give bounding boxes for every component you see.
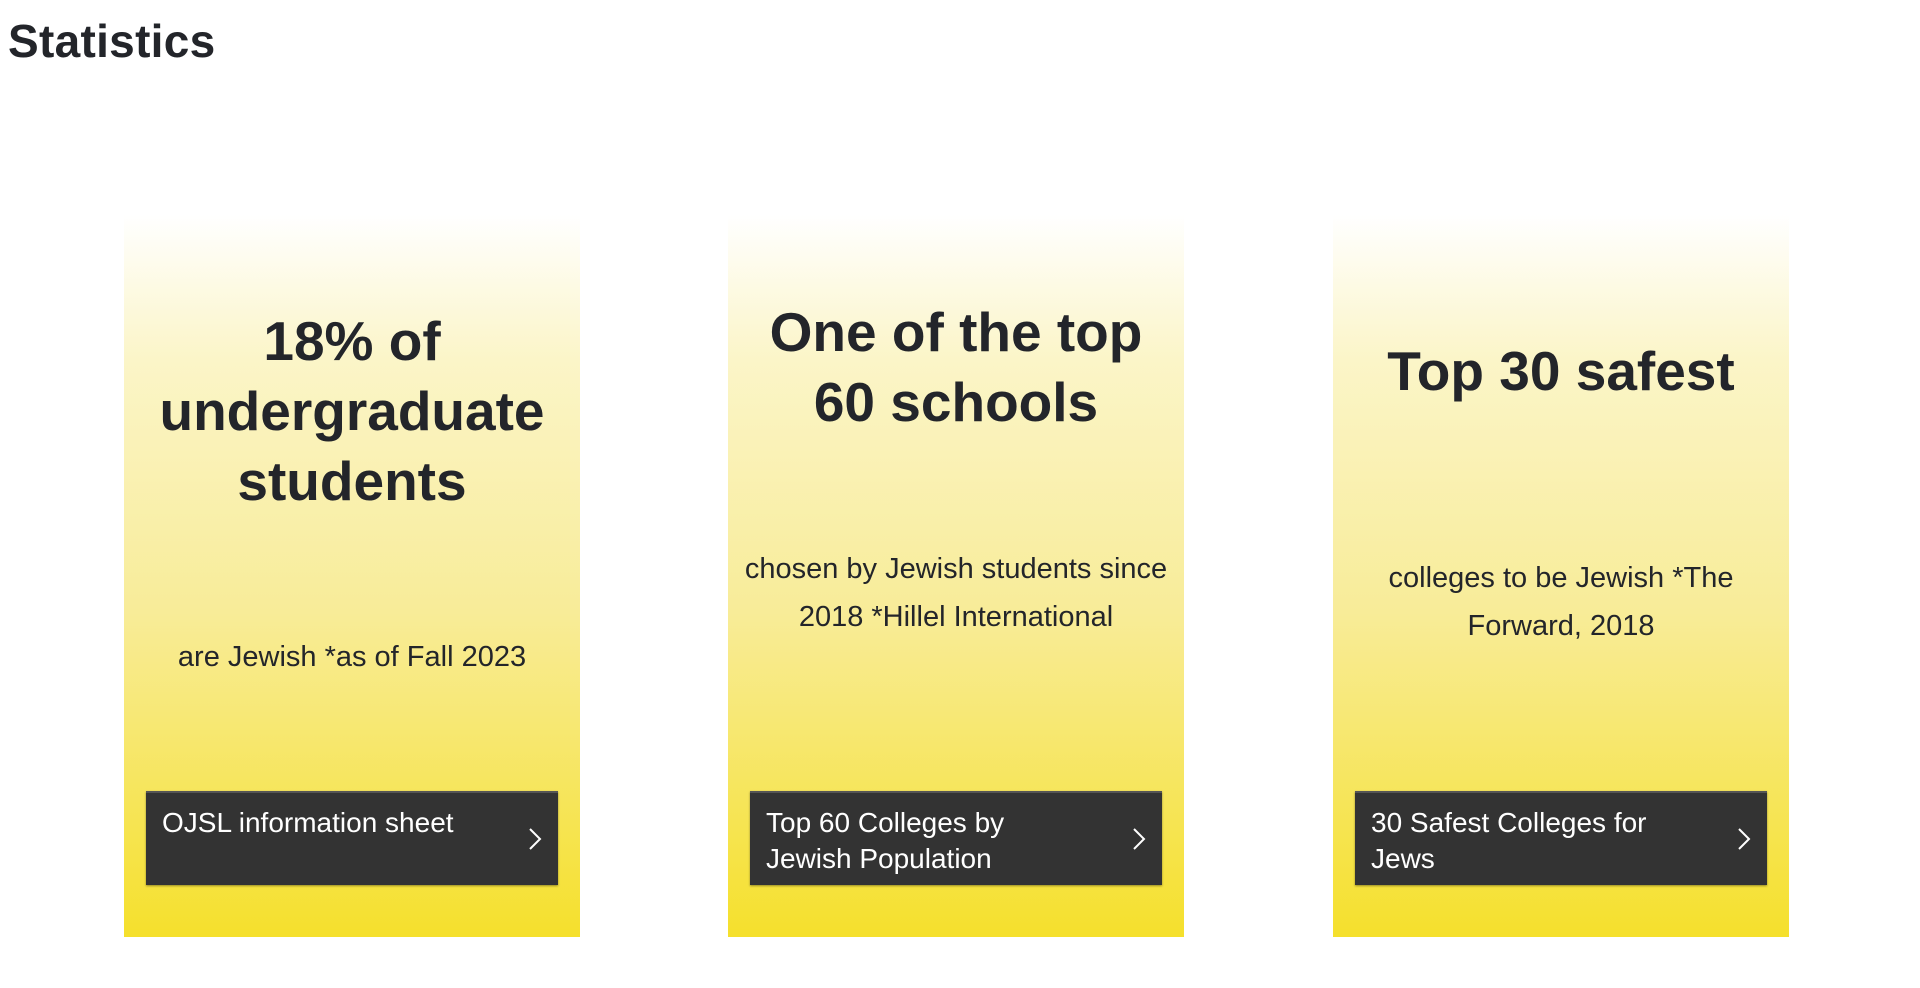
stat-subtext: are Jewish *as of Fall 2023	[177, 641, 527, 673]
stat-card-top-30-safest: Top 30 safest colleges to be Jewish *The…	[1333, 215, 1789, 937]
ojsl-info-sheet-button[interactable]: OJSL information sheet	[146, 791, 558, 885]
stat-subtext: colleges to be Jewish *The Forward, 2018	[1388, 562, 1734, 642]
section-title: Statistics	[8, 15, 216, 67]
stat-headline: 18% of undergraduate students	[159, 310, 545, 512]
stat-card-top-60: One of the top 60 schools chosen by Jewi…	[728, 215, 1184, 937]
chevron-right-icon	[1738, 828, 1751, 850]
chevron-right-icon	[529, 828, 542, 850]
top-60-colleges-button[interactable]: Top 60 Colleges by Jewish Population	[750, 791, 1162, 885]
button-label: 30 Safest Colleges for Jews	[1371, 807, 1647, 874]
stat-headline: Top 30 safest	[1387, 340, 1735, 402]
stat-headline: One of the top 60 schools	[769, 301, 1143, 433]
button-label: OJSL information sheet	[162, 807, 454, 838]
stat-subtext: chosen by Jewish students since 2018 *Hi…	[744, 553, 1168, 633]
safest-colleges-button[interactable]: 30 Safest Colleges for Jews	[1355, 791, 1767, 885]
button-label: Top 60 Colleges by Jewish Population	[766, 807, 1005, 874]
chevron-right-icon	[1133, 828, 1146, 850]
stat-card-jewish-percentage: 18% of undergraduate students are Jewish…	[124, 215, 580, 937]
